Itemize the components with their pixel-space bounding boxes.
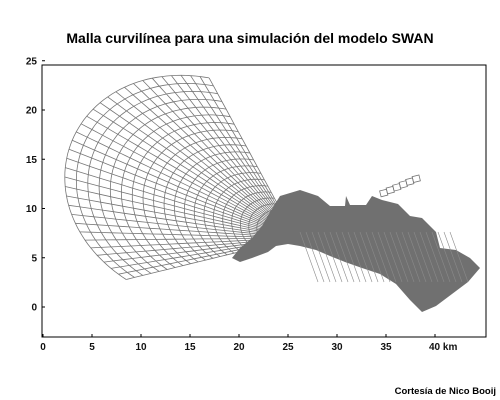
x-axis: 0 5 10 15 20 25 30 35 40 km bbox=[40, 334, 457, 353]
mesh-arc-line bbox=[203, 172, 261, 256]
estuary-hatch bbox=[359, 231, 379, 283]
x-tick-label: 40 km bbox=[429, 342, 457, 353]
estuary-hatch bbox=[419, 231, 439, 283]
x-tick-label: 5 bbox=[89, 342, 95, 353]
mesh-arc-line bbox=[109, 106, 227, 272]
x-tick-label: 30 bbox=[331, 342, 343, 353]
mesh-arc-line bbox=[153, 136, 243, 265]
x-tick-label: 35 bbox=[380, 342, 392, 353]
estuary-hatch bbox=[311, 231, 331, 283]
estuary-hatch bbox=[377, 231, 397, 283]
mesh-arc-line bbox=[131, 122, 235, 268]
mesh-radial-line bbox=[115, 91, 291, 234]
harbour-mesh bbox=[379, 174, 421, 198]
y-axis: 0 5 10 15 20 25 bbox=[26, 56, 45, 314]
mesh-arc-line bbox=[231, 191, 272, 251]
figure-title: Malla curvilínea para una simulación del… bbox=[66, 30, 434, 46]
x-tick-label: 25 bbox=[282, 342, 294, 353]
y-tick-label: 15 bbox=[26, 155, 38, 166]
x-tick-label: 20 bbox=[233, 342, 245, 353]
estuary-hatch bbox=[353, 231, 373, 283]
x-tick-label: 15 bbox=[184, 342, 196, 353]
plot-frame bbox=[41, 64, 487, 338]
y-tick-label: 20 bbox=[26, 106, 38, 117]
estuary-hatch bbox=[401, 231, 421, 283]
mesh-arc-line bbox=[193, 165, 258, 257]
x-tick-label: 10 bbox=[135, 342, 147, 353]
mesh-arc-line bbox=[142, 129, 239, 266]
mesh-arc-line bbox=[222, 185, 268, 252]
estuary-hatch bbox=[305, 231, 325, 283]
credit-text: Cortesía de Nico Booij bbox=[394, 386, 496, 397]
estuary-hatch bbox=[335, 231, 355, 283]
estuary-hatch bbox=[317, 231, 337, 283]
mesh-arc-line bbox=[173, 151, 250, 261]
estuary-hatch bbox=[371, 231, 391, 283]
estuary-hatch bbox=[413, 231, 433, 283]
mesh-arc-line bbox=[64, 74, 210, 280]
estuary-hatch bbox=[449, 231, 469, 283]
estuary-mesh-fill bbox=[232, 190, 480, 312]
mesh-arc-line bbox=[121, 114, 231, 270]
estuary-hatch bbox=[341, 231, 361, 283]
estuary-hatch bbox=[395, 231, 415, 283]
mesh-arc-line bbox=[163, 144, 247, 263]
estuary-hatch bbox=[425, 231, 445, 283]
x-tick-label: 0 bbox=[40, 342, 46, 353]
mesh-arc-line bbox=[76, 82, 214, 278]
estuary-hatch bbox=[323, 231, 343, 283]
estuary-hatch bbox=[437, 231, 457, 283]
estuary-hatch bbox=[347, 231, 367, 283]
mesh-arc-line bbox=[240, 197, 275, 249]
mesh-arc-line bbox=[213, 178, 265, 254]
y-tick-label: 25 bbox=[26, 56, 38, 67]
estuary-hatch bbox=[389, 231, 409, 283]
mesh-radial-line bbox=[142, 80, 291, 233]
y-tick-label: 10 bbox=[26, 204, 38, 215]
estuary-hatch bbox=[365, 231, 385, 283]
mesh-arc-line bbox=[98, 99, 222, 274]
mesh-radial-line bbox=[68, 148, 289, 236]
y-tick-label: 5 bbox=[31, 253, 37, 264]
estuary-hatch bbox=[299, 231, 319, 283]
dense-estuary-mesh bbox=[232, 190, 480, 312]
mesh-radial-line bbox=[161, 76, 292, 233]
estuary-hatch bbox=[443, 231, 463, 283]
mesh-arc-line bbox=[184, 158, 254, 259]
mesh-radial-line bbox=[107, 96, 290, 234]
estuary-hatch bbox=[407, 231, 427, 283]
estuary-hatch bbox=[383, 231, 403, 283]
y-tick-label: 0 bbox=[31, 303, 37, 314]
estuary-hatch bbox=[329, 231, 349, 283]
mesh-arc-line bbox=[87, 90, 218, 276]
estuary-hatch bbox=[431, 231, 451, 283]
